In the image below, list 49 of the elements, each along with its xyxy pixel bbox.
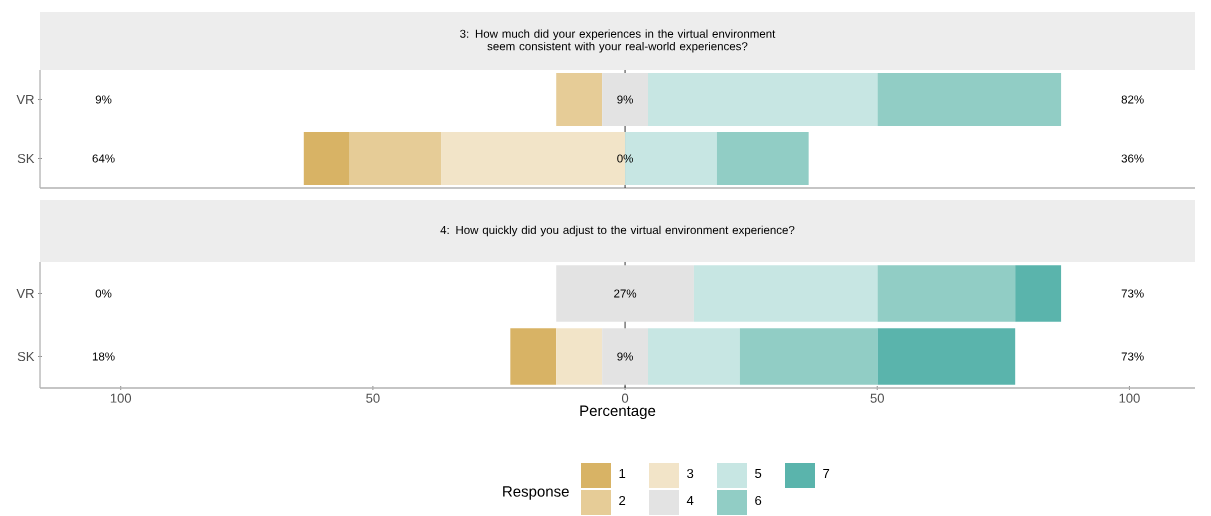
bar	[648, 328, 740, 385]
y-tick-label: VR	[16, 289, 34, 298]
annotation: 73%	[1121, 352, 1144, 361]
bar	[1015, 265, 1062, 322]
legend-label: 4	[686, 496, 694, 505]
legend-label: 3	[687, 468, 694, 479]
legend-label: 2	[619, 495, 626, 506]
x-tick-label: 100	[110, 393, 132, 403]
bar	[349, 131, 442, 186]
legend-label: 5	[755, 468, 762, 479]
annotation: 82%	[1121, 95, 1144, 104]
legend-label: 6	[755, 495, 762, 506]
bar	[556, 328, 603, 385]
annotation: 27%	[614, 289, 637, 298]
x-axis-title: Percentage	[580, 405, 656, 420]
bar	[303, 131, 350, 186]
x-tick-label: 50	[870, 393, 884, 403]
bar	[648, 72, 878, 127]
y-tick-label: SK	[17, 153, 35, 164]
x-tick-label: 50	[366, 393, 380, 403]
annotation: 64%	[92, 154, 115, 163]
x-tick-label: 0	[621, 393, 629, 403]
bar	[877, 265, 1016, 322]
legend-title: Response	[503, 486, 569, 500]
bar	[716, 131, 809, 186]
annotation: 73%	[1121, 289, 1144, 298]
chart-title: 4: How quickly did you adjust to the virtual environment experience?	[440, 225, 795, 237]
annotation: 9%	[617, 352, 633, 361]
annotation: 0%	[95, 289, 112, 298]
bar	[510, 328, 557, 385]
legend-label: 7	[823, 469, 830, 478]
bar	[877, 72, 1062, 127]
chart-title: 3: How much did your experiences in the virtual environment seem consistent with your real-world experiences?	[460, 29, 776, 53]
y-tick-label: VR	[16, 95, 34, 104]
annotation: 9%	[617, 95, 633, 104]
annotation: 0%	[617, 154, 633, 163]
bar	[877, 328, 1016, 385]
bar	[556, 72, 603, 127]
bar	[556, 265, 694, 322]
annotation: 9%	[95, 95, 112, 104]
bar	[602, 72, 649, 127]
y-tick-label: SK	[17, 351, 35, 362]
bar	[693, 265, 878, 322]
bar	[739, 328, 878, 385]
annotation: 36%	[1121, 154, 1144, 163]
bar	[602, 328, 649, 385]
x-tick-label: 100	[1119, 393, 1140, 403]
annotation: 18%	[92, 352, 115, 361]
legend-label: 1	[619, 469, 626, 478]
